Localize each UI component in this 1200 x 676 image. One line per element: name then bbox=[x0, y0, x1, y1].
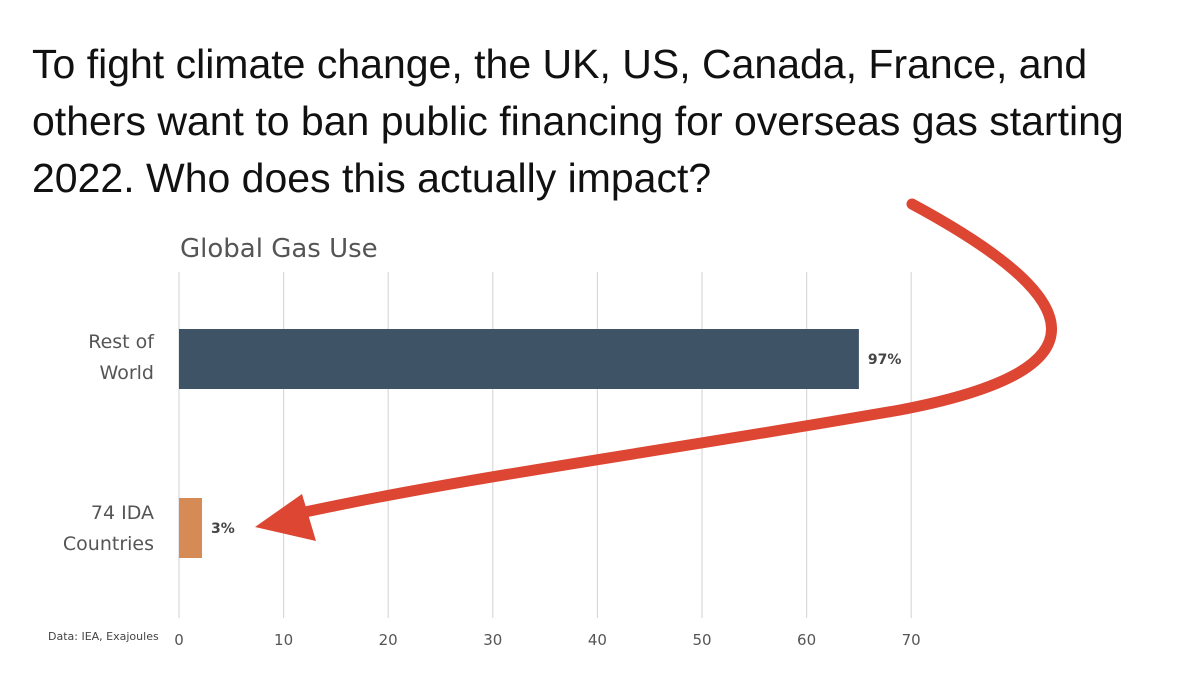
gridlines bbox=[178, 272, 912, 618]
annotation-arrow bbox=[255, 198, 1057, 541]
category-label-rest-of-world: Rest of World bbox=[4, 327, 154, 389]
category-label-line: Countries bbox=[62, 533, 154, 555]
category-label-line: Rest of bbox=[88, 331, 154, 353]
category-label-line: World bbox=[99, 362, 154, 384]
tick-label-70: 70 bbox=[902, 631, 921, 649]
arrow-curve bbox=[299, 198, 1057, 518]
chart-title: Global Gas Use bbox=[180, 234, 378, 264]
headline: To fight climate change, the UK, US, Can… bbox=[32, 41, 1124, 201]
data-label-1: 3% bbox=[211, 521, 235, 537]
data-label-0: 97% bbox=[868, 352, 902, 368]
source-note: Data: IEA, Exajoules bbox=[48, 630, 159, 643]
tick-label-10: 10 bbox=[274, 631, 293, 649]
tick-label-0: 0 bbox=[174, 631, 184, 649]
tick-label-40: 40 bbox=[588, 631, 607, 649]
tick-label-20: 20 bbox=[379, 631, 398, 649]
bar-ida-countries bbox=[179, 498, 203, 558]
arrow-head-icon bbox=[255, 494, 316, 541]
tick-label-60: 60 bbox=[797, 631, 816, 649]
x-axis-tick-labels: 0 10 20 30 40 50 60 70 bbox=[174, 631, 921, 649]
tick-label-50: 50 bbox=[692, 631, 711, 649]
category-label-line: 74 IDA bbox=[90, 502, 154, 524]
bar-rest-of-world bbox=[179, 329, 859, 389]
data-labels: 97% 3% bbox=[211, 352, 901, 537]
bars bbox=[179, 329, 859, 558]
category-label-ida-countries: 74 IDA Countries bbox=[4, 498, 154, 560]
tick-label-30: 30 bbox=[483, 631, 502, 649]
